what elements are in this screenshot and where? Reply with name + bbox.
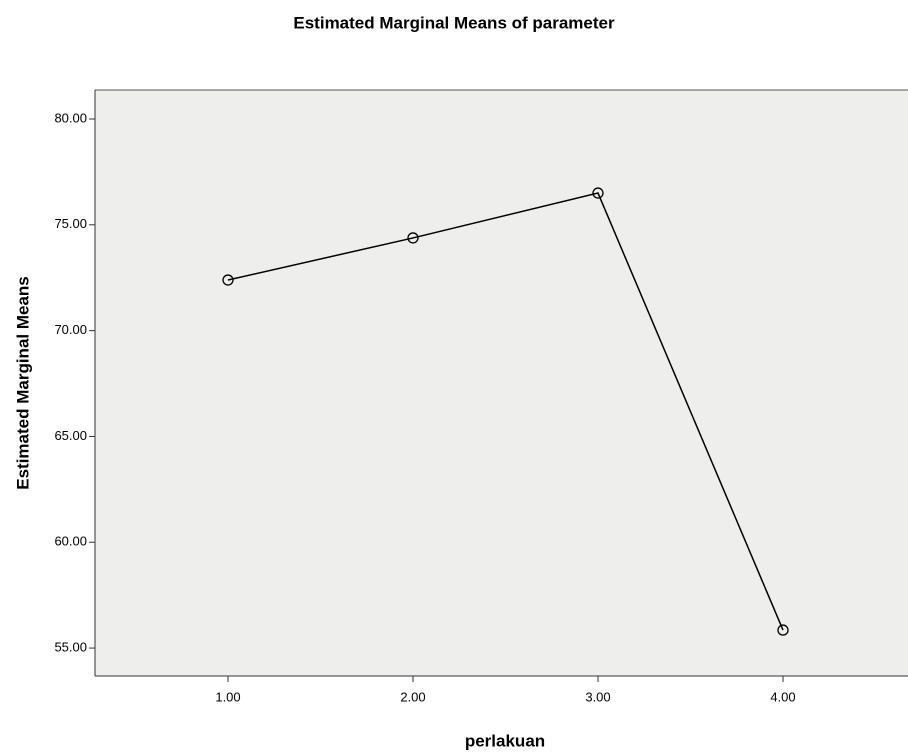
y-tick-label: 55.00 (54, 640, 87, 655)
y-tick-label: 65.00 (54, 428, 87, 443)
x-axis-title: perlakuan (465, 731, 545, 750)
x-tick-label: 1.00 (215, 689, 240, 704)
x-tick-label: 2.00 (400, 689, 425, 704)
y-tick-label: 70.00 (54, 322, 87, 337)
x-tick-label: 4.00 (770, 689, 795, 704)
y-tick-label: 80.00 (54, 110, 87, 125)
y-tick-label: 60.00 (54, 534, 87, 549)
page: {"chart_data": {"type": "line", "title":… (0, 0, 908, 756)
x-tick-label: 3.00 (585, 689, 610, 704)
chart-title: Estimated Marginal Means of parameter (293, 13, 615, 32)
y-tick-label: 75.00 (54, 216, 87, 231)
chart: Estimated Marginal Means of parameter pe… (0, 0, 908, 756)
plot-area (95, 90, 908, 676)
y-axis-title: Estimated Marginal Means (13, 276, 32, 490)
